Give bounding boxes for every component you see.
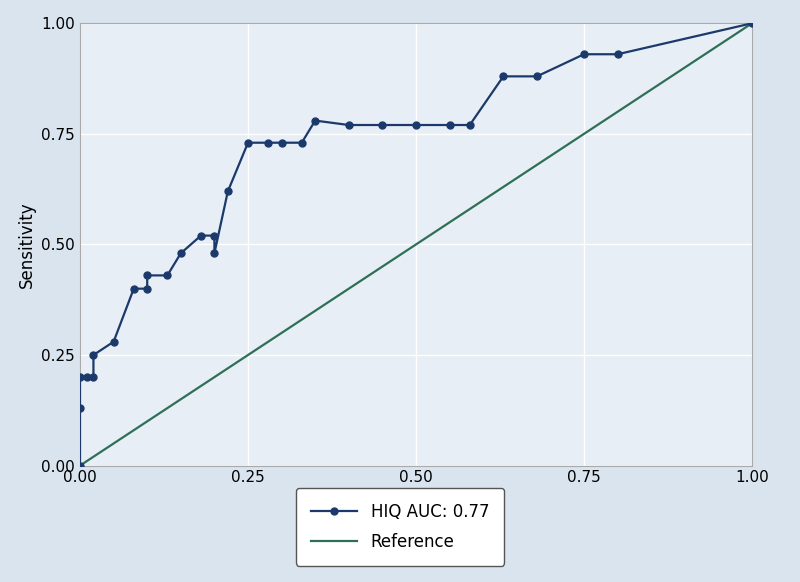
- Y-axis label: Sensitivity: Sensitivity: [18, 201, 36, 288]
- X-axis label: 1-Specificity: 1-Specificity: [365, 491, 467, 509]
- Legend: HIQ AUC: 0.77, Reference: HIQ AUC: 0.77, Reference: [296, 488, 504, 566]
